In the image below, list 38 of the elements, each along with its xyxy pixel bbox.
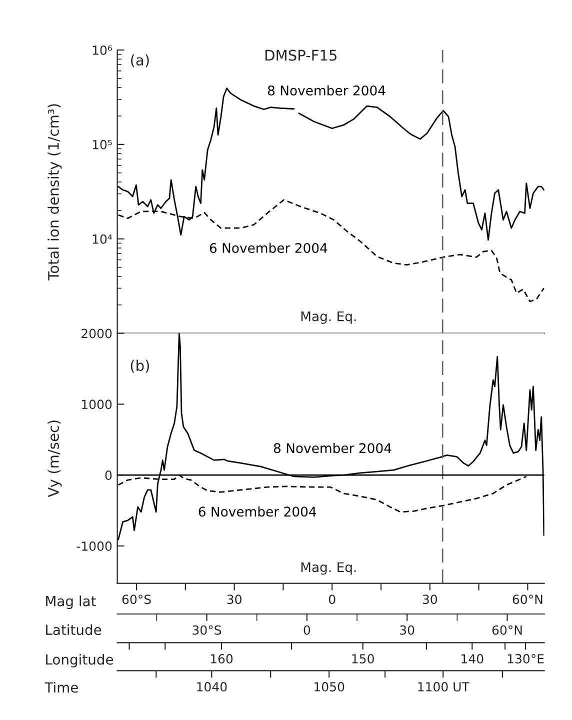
annotation: (a)	[131, 54, 149, 68]
y-tick-label: 2000	[82, 328, 112, 338]
x-axis-title: Mag lat	[46, 596, 96, 610]
text: 1100 UT	[418, 682, 470, 692]
y-axis-title: Total ion density (1/cm³)	[48, 104, 62, 280]
x2-tick-label: 60°N	[492, 625, 522, 635]
x2-axis-title: Latitude	[46, 624, 102, 636]
chart-title: DMSP-F15	[265, 50, 337, 61]
text: 1050	[314, 682, 344, 692]
x2-tick-label: 0	[304, 625, 310, 635]
text: 130°E	[508, 654, 544, 664]
series-label: 6 November 2004	[210, 242, 328, 253]
text: Time	[44, 682, 78, 693]
text: 150	[352, 654, 374, 664]
annotation: Mag. Eq.	[301, 311, 356, 324]
x2-tick-label: 30	[400, 625, 414, 635]
y-axis-title: Vy (m/sec)	[48, 420, 62, 498]
text: 1040	[197, 682, 227, 692]
series-label: 8 November 2004	[268, 85, 386, 96]
text: 160	[210, 654, 233, 664]
x-tick-label: 30	[422, 594, 438, 604]
series-label: 6 November 2004	[198, 506, 316, 517]
y-tick-label: 10⁶	[92, 45, 112, 55]
y-tick-label: -1000	[76, 541, 112, 551]
y-tick-label: 0	[105, 470, 112, 480]
annotation: (b)	[130, 360, 149, 373]
x-tick-label: 0	[328, 594, 336, 604]
y-tick-label: 10⁴	[92, 234, 112, 244]
series-label: 8 November 2004	[274, 442, 392, 454]
x-tick-label: 60°N	[512, 594, 542, 604]
x-tick-label: 30	[227, 594, 242, 604]
annotation: Mag. Eq.	[301, 562, 356, 575]
text: 140	[462, 654, 484, 664]
y-tick-label: 10⁵	[92, 140, 112, 150]
text: Longitude	[46, 654, 114, 668]
x2-tick-label: 30°S	[192, 625, 222, 635]
x-tick-label: 60°S	[122, 594, 151, 604]
y-tick-label: 1000	[82, 400, 112, 410]
